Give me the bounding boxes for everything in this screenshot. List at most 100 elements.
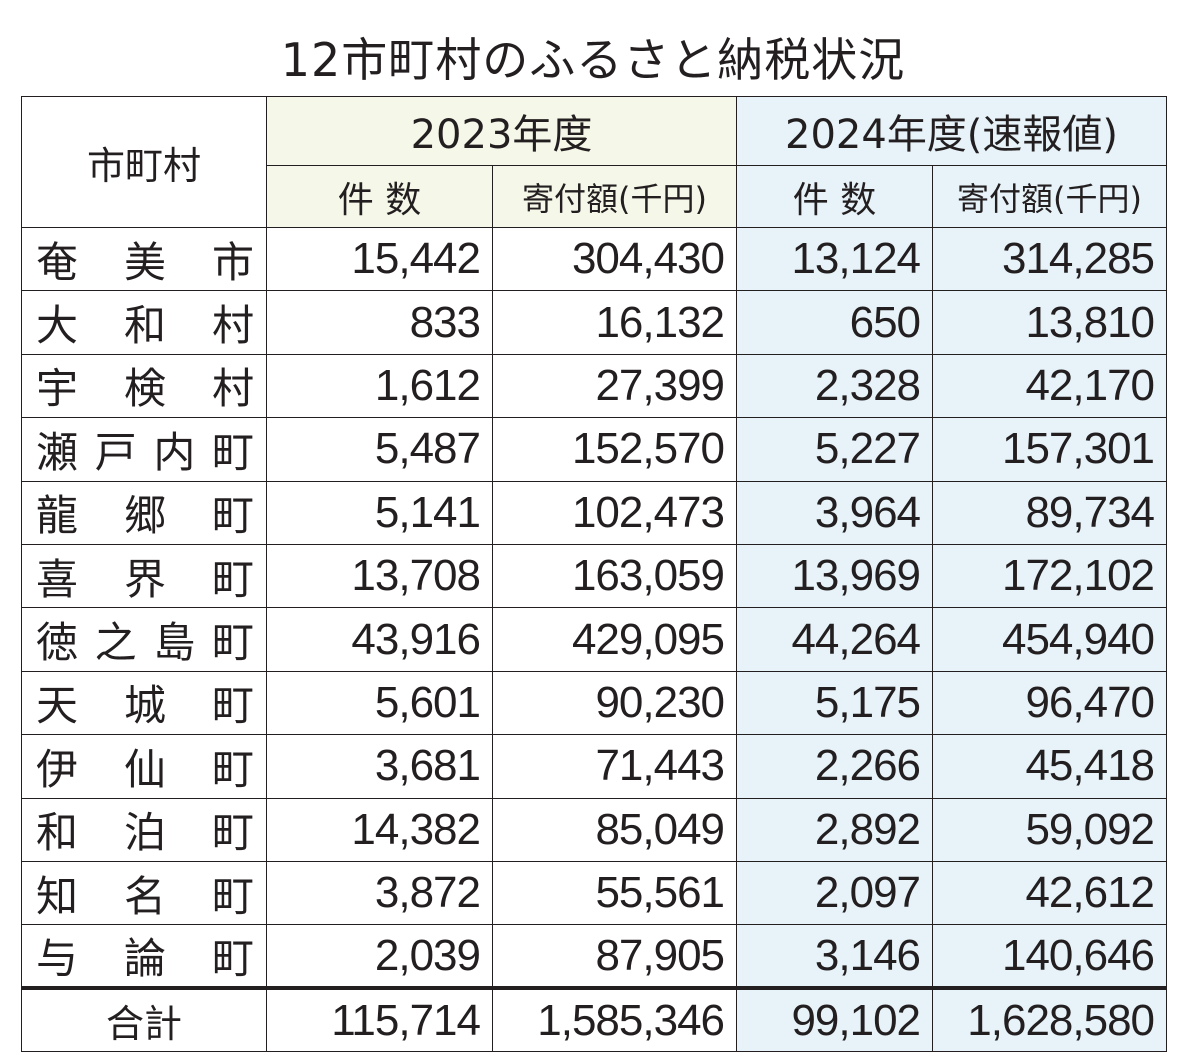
amount-2023-cell: 304,430 xyxy=(491,226,738,292)
amount-2024-cell: 89,734 xyxy=(932,480,1168,545)
amount-2023-cell: 163,059 xyxy=(491,543,738,609)
amount-2024-cell: 45,418 xyxy=(932,734,1168,799)
amount-2023-cell: 90,230 xyxy=(491,670,738,736)
municipality-name-text: 天城町 xyxy=(36,681,254,731)
amount-2024-cell: 1,628,580 xyxy=(932,986,1168,1053)
amount-2023-cell: 152,570 xyxy=(491,417,738,482)
municipality-name: 和泊町 xyxy=(21,797,267,862)
municipality-name-text: 宇検村 xyxy=(36,364,254,414)
table-row: 伊仙町 3,681 71,443 2,266 45,418 xyxy=(21,734,1168,799)
municipality-name-text: 与論町 xyxy=(36,934,254,984)
count-2023-cell: 115,714 xyxy=(266,986,493,1053)
amount-2023-cell: 85,049 xyxy=(491,797,738,862)
count-2023-cell: 2,039 xyxy=(266,924,493,989)
municipality-name: 伊仙町 xyxy=(21,734,267,799)
municipality-name: 大和村 xyxy=(21,290,267,355)
municipality-name-text: 和泊町 xyxy=(36,808,254,858)
municipality-name-text: 奄美市 xyxy=(36,237,254,287)
amount-2023-cell: 102,473 xyxy=(491,480,738,545)
amount-2023-cell: 27,399 xyxy=(491,353,738,419)
table-row: 宇検村 1,612 27,399 2,328 42,170 xyxy=(21,353,1168,419)
municipality-name: 喜界町 xyxy=(21,543,267,609)
count-2024-cell: 2,892 xyxy=(736,797,934,862)
count-2024-cell: 3,964 xyxy=(736,480,934,545)
municipality-name-text: 伊仙町 xyxy=(36,744,254,794)
furusato-tax-table: 市町村 2023年度 2024年度(速報値) 件 数 寄付額(千円) 件 数 寄… xyxy=(21,96,1168,1053)
total-label: 合計 xyxy=(21,986,267,1053)
municipality-name-text: 徳之島町 xyxy=(36,618,254,668)
municipality-name: 奄美市 xyxy=(21,226,267,292)
count-2023-cell: 5,601 xyxy=(266,670,493,736)
municipality-name-text: 知名町 xyxy=(36,871,254,921)
count-2023-cell: 833 xyxy=(266,290,493,355)
amount-2023-cell: 87,905 xyxy=(491,924,738,989)
count-2023-cell: 43,916 xyxy=(266,607,493,672)
table-row: 龍郷町 5,141 102,473 3,964 89,734 xyxy=(21,480,1168,545)
count-2023-cell: 14,382 xyxy=(266,797,493,862)
amount-2023-cell: 55,561 xyxy=(491,860,738,926)
count-2024-cell: 650 xyxy=(736,290,934,355)
municipality-name-text: 瀬戸内町 xyxy=(36,427,254,477)
header-year-2023: 2023年度 xyxy=(265,96,738,166)
table-row: 天城町 5,601 90,230 5,175 96,470 xyxy=(21,670,1168,736)
header-amount-2023: 寄付額(千円) xyxy=(491,165,738,228)
amount-2024-cell: 157,301 xyxy=(932,417,1168,482)
amount-2024-cell: 172,102 xyxy=(932,543,1168,609)
municipality-name: 知名町 xyxy=(21,860,267,926)
amount-2023-cell: 1,585,346 xyxy=(491,986,738,1053)
amount-2024-cell: 96,470 xyxy=(932,670,1168,736)
count-2024-cell: 44,264 xyxy=(736,607,934,672)
amount-2024-cell: 454,940 xyxy=(932,607,1168,672)
header-row-columns: 件 数 寄付額(千円) 件 数 寄付額(千円) xyxy=(22,165,1168,228)
count-2023-cell: 3,681 xyxy=(266,734,493,799)
municipality-name-text: 大和村 xyxy=(36,301,254,351)
municipality-name: 瀬戸内町 xyxy=(21,417,267,482)
header-amount-2024: 寄付額(千円) xyxy=(932,165,1168,228)
municipality-name: 徳之島町 xyxy=(21,607,267,672)
table-row: 知名町 3,872 55,561 2,097 42,612 xyxy=(21,860,1168,926)
municipality-name: 龍郷町 xyxy=(21,480,267,545)
table-row: 奄美市 15,442 304,430 13,124 314,285 xyxy=(21,226,1168,292)
table-row: 大和村 833 16,132 650 13,810 xyxy=(21,290,1168,355)
count-2023-cell: 13,708 xyxy=(266,543,493,609)
count-2024-cell: 5,175 xyxy=(736,670,934,736)
count-2024-cell: 2,328 xyxy=(736,353,934,419)
count-2023-cell: 5,141 xyxy=(266,480,493,545)
count-2023-cell: 3,872 xyxy=(266,860,493,926)
municipality-name-text: 龍郷町 xyxy=(36,491,254,541)
header-count-2023: 件 数 xyxy=(266,165,493,228)
municipality-name: 宇検村 xyxy=(21,353,267,419)
municipality-name: 天城町 xyxy=(21,670,267,736)
header-year-2024: 2024年度(速報値) xyxy=(736,96,1168,166)
table-row: 瀬戸内町 5,487 152,570 5,227 157,301 xyxy=(21,417,1168,482)
amount-2023-cell: 16,132 xyxy=(491,290,738,355)
amount-2024-cell: 314,285 xyxy=(932,226,1168,292)
count-2024-cell: 13,969 xyxy=(736,543,934,609)
count-2024-cell: 13,124 xyxy=(736,226,934,292)
total-row: 合計 115,714 1,585,346 99,102 1,628,580 xyxy=(21,986,1168,1053)
count-2024-cell: 5,227 xyxy=(736,417,934,482)
amount-2024-cell: 42,170 xyxy=(932,353,1168,419)
count-2024-cell: 2,266 xyxy=(736,734,934,799)
table-row: 和泊町 14,382 85,049 2,892 59,092 xyxy=(21,797,1168,862)
municipality-name: 与論町 xyxy=(21,924,267,989)
count-2023-cell: 15,442 xyxy=(266,226,493,292)
count-2024-cell: 99,102 xyxy=(736,986,934,1053)
header-municipality: 市町村 xyxy=(21,96,267,228)
table-row: 喜界町 13,708 163,059 13,969 172,102 xyxy=(21,543,1168,609)
amount-2024-cell: 59,092 xyxy=(932,797,1168,862)
table-title: 12市町村のふるさと納税状況 xyxy=(280,33,906,87)
amount-2024-cell: 140,646 xyxy=(932,924,1168,989)
amount-2024-cell: 13,810 xyxy=(932,290,1168,355)
count-2024-cell: 3,146 xyxy=(736,924,934,989)
amount-2023-cell: 429,095 xyxy=(491,607,738,672)
table-row: 与論町 2,039 87,905 3,146 140,646 xyxy=(21,924,1168,989)
header-row-years: 市町村 2023年度 2024年度(速報値) xyxy=(21,96,1168,228)
count-2023-cell: 5,487 xyxy=(266,417,493,482)
count-2023-cell: 1,612 xyxy=(266,353,493,419)
amount-2023-cell: 71,443 xyxy=(491,734,738,799)
municipality-name-text: 喜界町 xyxy=(36,554,254,604)
amount-2024-cell: 42,612 xyxy=(932,860,1168,926)
count-2024-cell: 2,097 xyxy=(736,860,934,926)
table-row: 徳之島町 43,916 429,095 44,264 454,940 xyxy=(21,607,1168,672)
